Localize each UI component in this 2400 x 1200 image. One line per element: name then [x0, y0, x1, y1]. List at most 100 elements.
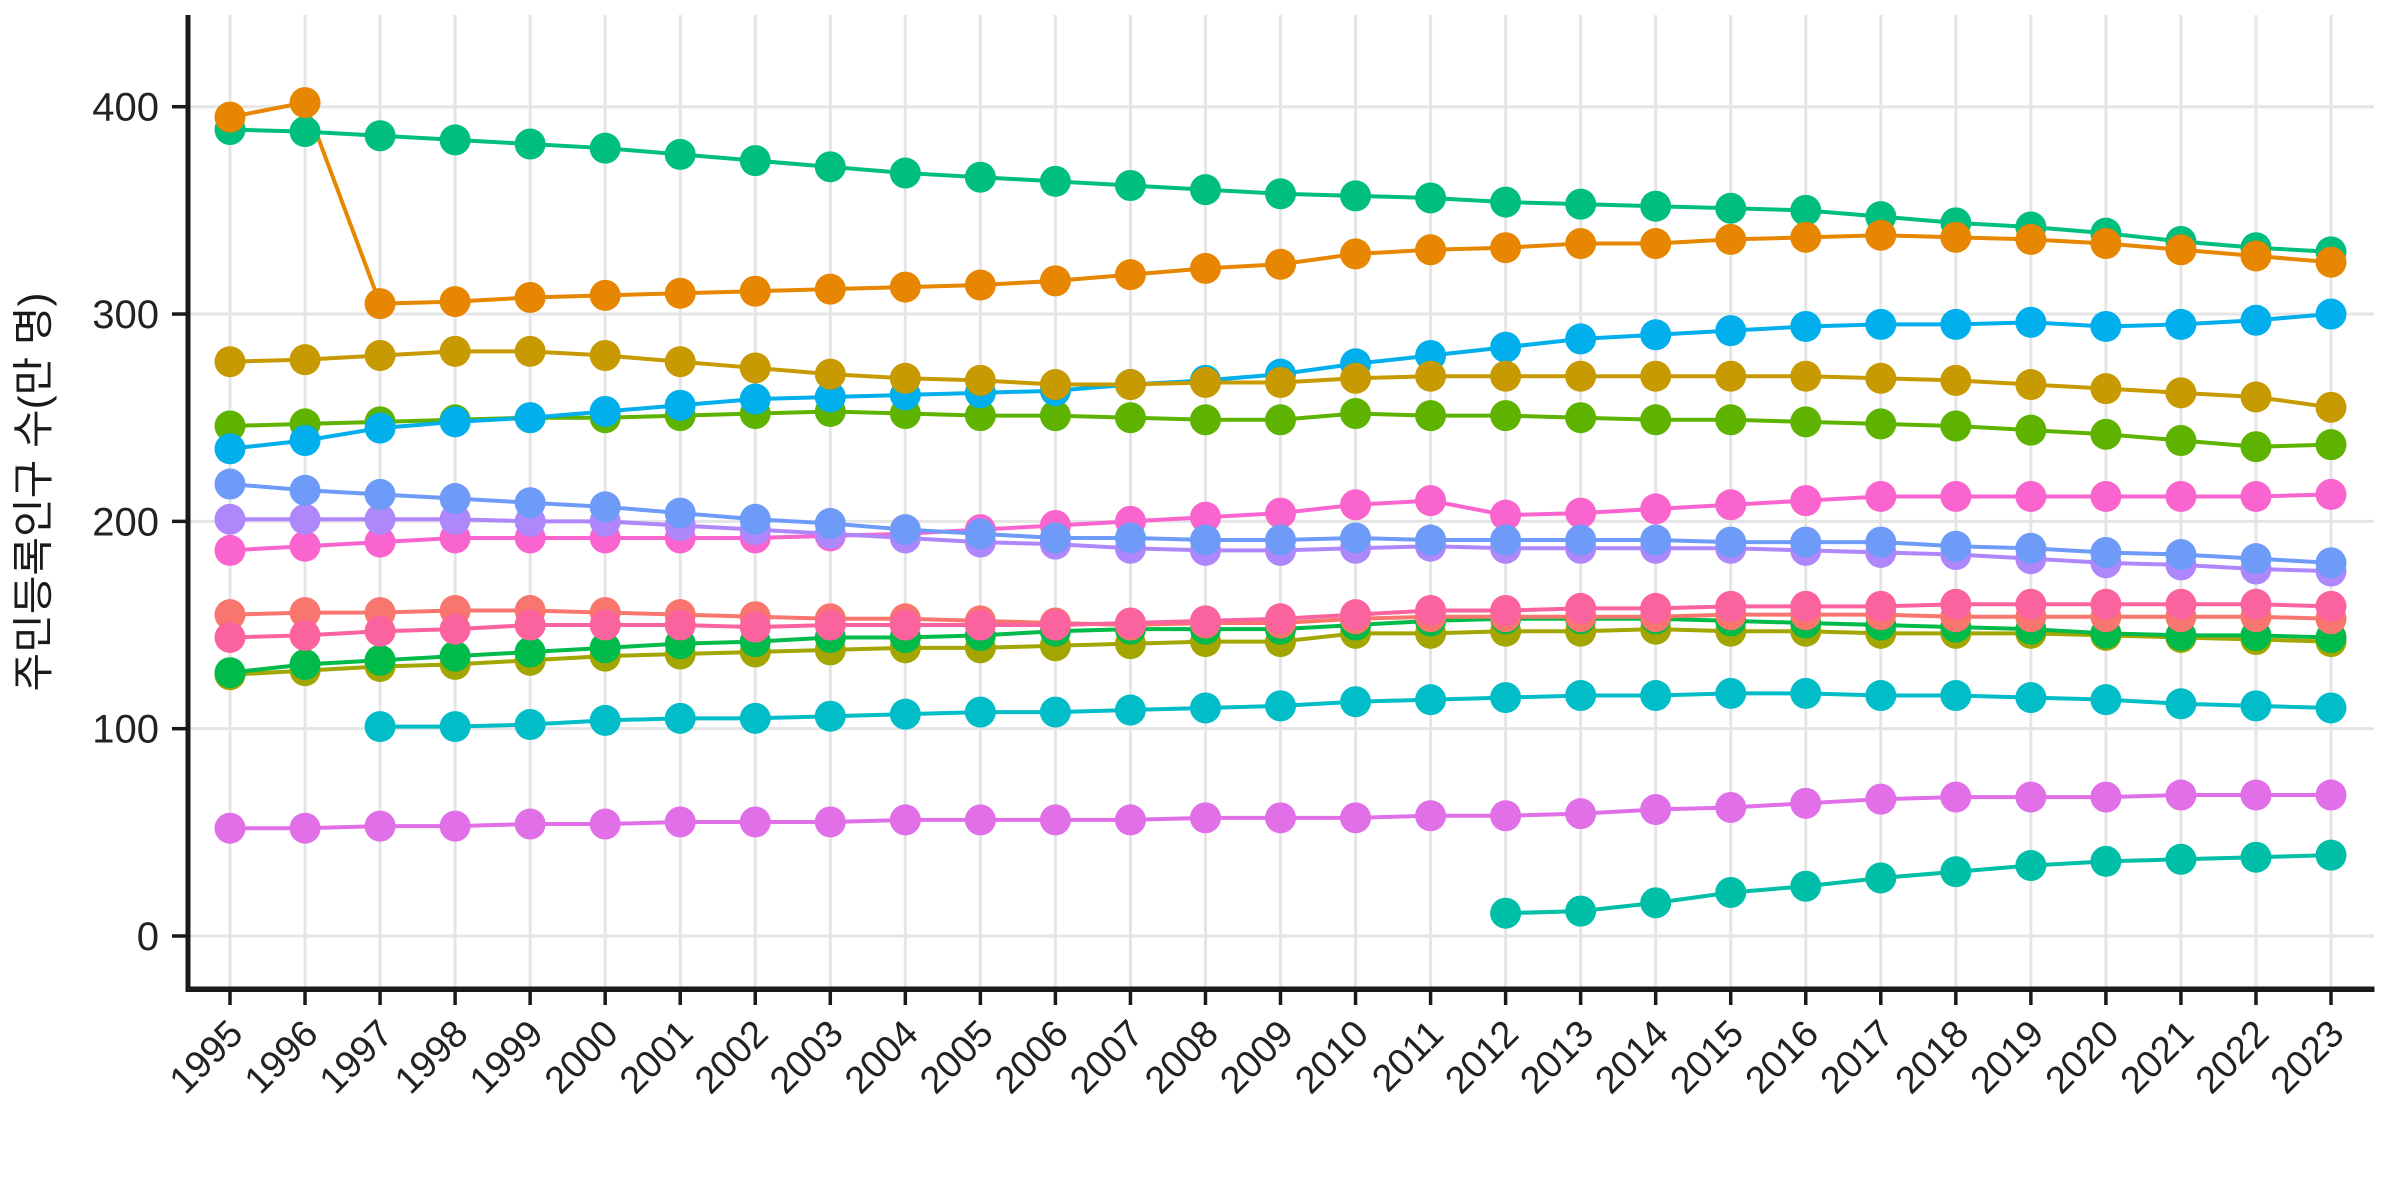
series-6-point	[2240, 690, 2272, 722]
series-14-point	[1940, 221, 1972, 253]
series-13-point	[1265, 366, 1297, 398]
series-9-point	[1189, 605, 1221, 637]
series-15-point	[964, 804, 996, 836]
series-12-point	[439, 483, 471, 515]
series-9-point	[1039, 609, 1071, 641]
x-tick-mark	[1428, 992, 1433, 1005]
x-tick-mark	[1203, 992, 1208, 1005]
series-3-point	[1715, 315, 1747, 347]
x-tick-mark	[1278, 992, 1283, 1005]
y-axis-line	[185, 15, 191, 991]
series-13-point	[1565, 360, 1597, 392]
x-tick-mark	[903, 992, 908, 1005]
series-12-point	[2090, 536, 2122, 568]
series-14-point	[1790, 221, 1822, 253]
series-3-point	[1865, 308, 1897, 340]
series-9-point	[214, 621, 246, 653]
series-15-point	[364, 810, 396, 842]
series-10-point	[1865, 480, 1897, 512]
series-13-point	[439, 335, 471, 367]
series-7-point	[1565, 895, 1597, 927]
series-15-point	[2165, 779, 2197, 811]
series-1-point	[1114, 170, 1146, 202]
x-tick-label: 2010	[1287, 1013, 1376, 1102]
series-2-point	[1790, 406, 1822, 438]
series-1-point	[1715, 192, 1747, 224]
series-6-point	[1340, 686, 1372, 718]
x-tick-label: 2009	[1212, 1013, 1301, 1102]
series-12-point	[2015, 532, 2047, 564]
series-1-point	[1415, 182, 1447, 214]
y-tick-label: 300	[92, 293, 159, 337]
series-10-point	[2315, 478, 2347, 510]
series-13-point	[1039, 369, 1071, 401]
series-1-point	[1640, 190, 1672, 222]
series-1-point	[364, 120, 396, 152]
series-9-point	[2240, 588, 2272, 620]
series-15-point	[1039, 804, 1071, 836]
x-tick-label: 2014	[1588, 1013, 1677, 1102]
series-12-point	[289, 474, 321, 506]
series-6-point	[2090, 684, 2122, 716]
series-9-point	[964, 609, 996, 641]
series-3-point	[2015, 306, 2047, 338]
series-6-point	[1039, 696, 1071, 728]
x-tick-label: 2002	[687, 1013, 776, 1102]
series-14-point	[739, 275, 771, 307]
series-10-point	[1565, 497, 1597, 529]
series-9-point	[2165, 588, 2197, 620]
series-1-point	[514, 128, 546, 160]
series-12-point	[739, 503, 771, 535]
x-tick-label: 2001	[612, 1013, 701, 1102]
series-14-point	[814, 273, 846, 305]
series-2-point	[2090, 418, 2122, 450]
series-10-point	[364, 526, 396, 558]
axis-ticks	[172, 104, 2333, 1005]
series-3-point	[589, 395, 621, 427]
x-tick-mark	[1653, 992, 1658, 1005]
series-10-point	[1715, 489, 1747, 521]
series-6-point	[1565, 680, 1597, 712]
series-3-point	[1490, 331, 1522, 363]
series-15-point	[1940, 781, 1972, 813]
series-14-point	[214, 101, 246, 133]
series-13-point	[814, 358, 846, 390]
x-tick-mark	[228, 992, 232, 1005]
series-12-point	[1114, 522, 1146, 554]
series-9-point	[439, 613, 471, 645]
series-14-point	[1865, 219, 1897, 251]
x-tick-mark	[603, 992, 607, 1005]
x-tick-mark	[2179, 992, 2183, 1005]
x-tick-label: 2016	[1738, 1013, 1827, 1102]
series-6-point	[1490, 682, 1522, 714]
series-15-point	[1415, 800, 1447, 832]
series-6-point	[2015, 682, 2047, 714]
series-15-point	[1340, 802, 1372, 834]
series-2-point	[1340, 398, 1372, 430]
series-7-point	[1490, 897, 1522, 929]
series-14-point	[589, 279, 621, 311]
series-2-point	[1640, 404, 1672, 436]
x-tick-label: 2020	[2038, 1013, 2127, 1102]
x-tick-label: 2019	[1963, 1013, 2052, 1102]
series-3-point	[2090, 310, 2122, 342]
series-12-point	[2315, 547, 2347, 579]
series-9-point	[739, 611, 771, 643]
series-12-point	[2165, 539, 2197, 571]
series-3-point	[214, 433, 246, 465]
series-12-point	[1490, 524, 1522, 556]
series-14-point	[2090, 228, 2122, 260]
series-2-point	[1189, 404, 1221, 436]
x-tick-mark	[303, 992, 307, 1005]
series-10-point	[1415, 485, 1447, 517]
series-15-point	[1565, 798, 1597, 830]
x-tick-mark	[1804, 992, 1808, 1005]
series-15-point	[2315, 779, 2347, 811]
series-6-point	[1265, 690, 1297, 722]
x-tick-mark	[1578, 992, 1583, 1005]
series-13-point	[589, 340, 621, 372]
series-14-point	[1715, 223, 1747, 255]
x-tick-mark	[1954, 992, 1958, 1005]
series-14-point	[2240, 240, 2272, 272]
x-tick-mark	[2029, 992, 2033, 1005]
